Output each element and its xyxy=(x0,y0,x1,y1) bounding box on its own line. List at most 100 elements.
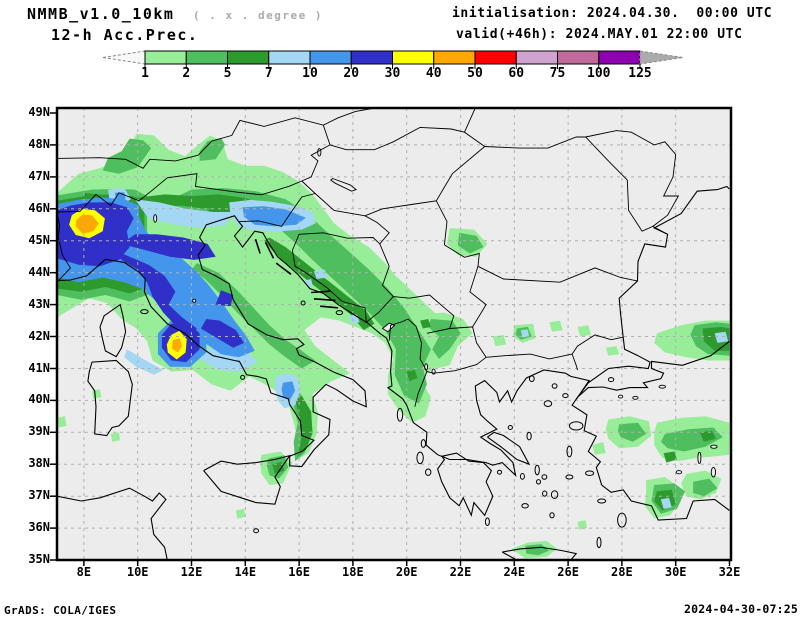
island-outline xyxy=(596,536,602,549)
precip-contour-b3 xyxy=(110,248,197,339)
island-outline xyxy=(585,470,595,476)
lon-tick-label: 22E xyxy=(449,565,472,579)
island-outline xyxy=(541,474,548,480)
lake-outline xyxy=(617,394,624,399)
lake-outline xyxy=(697,451,702,465)
lon-tick-label: 18E xyxy=(342,565,364,579)
cbar-tick-label: 7 xyxy=(264,66,273,81)
lon-tick-label: 16E xyxy=(288,565,310,579)
precip-contour-g2 xyxy=(428,319,461,359)
precip-contour-g2 xyxy=(199,137,226,161)
colorbar-segment xyxy=(433,50,476,65)
lat-tick-label: 45N xyxy=(28,232,50,247)
lat-tick-label: 42N xyxy=(28,328,50,343)
colorbar-segment xyxy=(350,50,393,65)
precip-contour-g1 xyxy=(57,416,67,428)
island-outline xyxy=(240,374,246,380)
precip-contour-g1 xyxy=(605,346,620,356)
lat-tick-label: 39N xyxy=(28,424,50,439)
colorbar-segment xyxy=(557,50,600,65)
country-border xyxy=(585,130,680,227)
cbar-tick-label: 2 xyxy=(182,66,191,81)
island-outline xyxy=(484,517,490,527)
island-outline xyxy=(617,512,627,528)
country-border xyxy=(323,108,376,126)
coastline xyxy=(99,303,127,358)
colorbar-segment xyxy=(185,50,228,65)
lon-tick-label: 32E xyxy=(718,565,741,579)
country-border xyxy=(414,371,428,407)
lat-tick-label: 49N xyxy=(28,105,50,119)
precip-contour-g1 xyxy=(492,334,507,347)
country-border xyxy=(329,126,485,151)
precip-contour-g1 xyxy=(577,520,587,530)
lon-tick-label: 12E xyxy=(180,565,203,579)
precip-contour-b1 xyxy=(660,497,672,509)
lat-tick-label: 47N xyxy=(28,168,50,183)
island-outline xyxy=(521,503,529,509)
lat-tick-label: 48N xyxy=(28,136,50,151)
lake-outline xyxy=(424,363,429,371)
island-outline xyxy=(335,310,344,316)
precip-contour-b1 xyxy=(135,199,232,228)
precip-contour-g3 xyxy=(272,461,285,474)
island-outline xyxy=(396,407,404,422)
island-outline xyxy=(526,431,532,441)
model-title: NMMB_v1.0_10km xyxy=(27,5,175,23)
precip-contour-g3 xyxy=(420,319,431,329)
lat-tick-label: 43N xyxy=(28,296,50,311)
cbar-tick-label: 10 xyxy=(302,66,318,81)
cbar-tick-label: 100 xyxy=(587,66,611,81)
island-sliver xyxy=(311,290,331,294)
island-outline xyxy=(543,400,553,407)
lat-tick-label: 35N xyxy=(28,552,50,566)
island-outline xyxy=(565,474,574,480)
country-border xyxy=(571,334,624,355)
island-outline xyxy=(542,490,548,497)
lat-tick-label: 36N xyxy=(28,520,50,535)
island-sliver xyxy=(313,298,336,302)
country-border xyxy=(435,200,448,245)
island-outline xyxy=(253,528,260,534)
lake-outline xyxy=(153,214,158,223)
island-outline xyxy=(562,393,569,399)
precip-contour-b3 xyxy=(200,319,244,348)
lat-tick-label: 44N xyxy=(28,264,50,279)
colorbar-segment xyxy=(598,50,641,65)
lake-outline xyxy=(192,298,197,303)
map-frame xyxy=(55,106,733,562)
precip-contour-g2 xyxy=(525,544,550,556)
coastline xyxy=(87,359,133,437)
country-border xyxy=(484,136,668,235)
island-outline xyxy=(528,375,535,383)
island-outline xyxy=(140,309,149,315)
precip-contour-g2 xyxy=(191,263,316,369)
cbar-tick-label: 5 xyxy=(223,66,232,81)
precip-contour-g1 xyxy=(235,508,246,519)
colorbar-segment xyxy=(515,50,558,65)
coastline xyxy=(436,452,494,518)
island-outline xyxy=(416,451,424,465)
lon-tick-label: 24E xyxy=(503,565,526,579)
country-border xyxy=(393,294,455,329)
precip-contour-g1 xyxy=(577,325,591,337)
island-outline xyxy=(550,490,559,499)
lake-outline xyxy=(330,177,358,192)
cbar-tick-label: 75 xyxy=(549,66,566,81)
precip-contour-b3 xyxy=(215,290,234,307)
cbar-tick-label: 40 xyxy=(425,66,442,81)
precip-contour-b2 xyxy=(281,381,296,401)
island-sliver xyxy=(275,262,292,275)
precip-contour-g2 xyxy=(102,138,152,174)
cbar-tick-label: 125 xyxy=(628,66,652,81)
country-border xyxy=(301,144,331,182)
lon-tick-label: 26E xyxy=(557,565,579,579)
lon-tick-label: 30E xyxy=(664,565,687,579)
lon-tick-label: 10E xyxy=(126,565,149,579)
island-outline xyxy=(597,498,607,504)
precip-contour-b1 xyxy=(313,269,328,279)
cbar-tick-label: 20 xyxy=(343,66,360,81)
precip-contour-g1 xyxy=(549,320,563,332)
cbar-tick-label: 1 xyxy=(141,66,149,81)
colorbar-segment xyxy=(144,50,187,65)
